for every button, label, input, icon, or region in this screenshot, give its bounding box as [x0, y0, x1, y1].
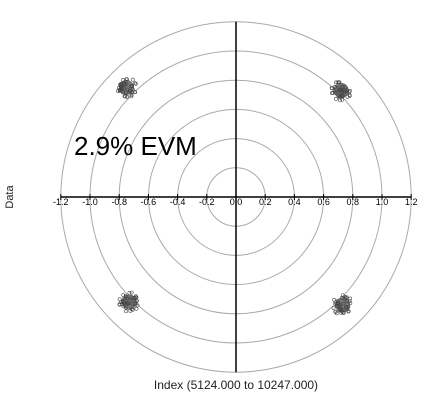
symbol-sample [130, 83, 134, 88]
symbol-sample [340, 308, 345, 312]
symbol-sample [124, 77, 129, 82]
symbol-sample [121, 86, 126, 91]
x-tick-label: -0.4 [170, 197, 186, 207]
symbol-sample [329, 86, 334, 90]
x-tick-label: 1.2 [405, 197, 418, 207]
symbol-sample [128, 308, 133, 313]
symbol-sample [131, 302, 135, 307]
symbol-sample [123, 94, 128, 99]
x-tick-label: -0.2 [199, 197, 215, 207]
symbol-sample [333, 84, 338, 89]
symbol-sample [129, 94, 134, 99]
symbol-sample [133, 90, 138, 95]
symbol-sample [345, 94, 350, 99]
symbol-sample [334, 311, 339, 316]
symbol-sample [133, 295, 138, 300]
x-tick-label: -1.0 [82, 197, 98, 207]
symbol-sample [337, 86, 341, 91]
symbol-sample [122, 296, 127, 301]
symbol-sample [124, 90, 128, 95]
symbol-sample [127, 291, 132, 295]
symbol-sample [124, 309, 128, 314]
constellation-point [331, 293, 353, 316]
symbol-sample [341, 89, 346, 94]
symbol-sample [348, 88, 352, 93]
x-tick-label: 1.0 [376, 197, 389, 207]
x-tick-label: -0.8 [111, 197, 127, 207]
symbol-sample [130, 87, 135, 92]
symbol-sample [348, 296, 353, 301]
x-tick-label: 0.6 [317, 197, 330, 207]
symbol-sample [333, 90, 338, 95]
symbol-sample [130, 77, 135, 82]
symbol-sample [125, 95, 130, 99]
symbol-sample [130, 298, 134, 303]
symbol-sample [348, 301, 353, 306]
symbol-sample [118, 87, 122, 92]
symbol-sample [129, 92, 134, 97]
symbol-sample [337, 80, 342, 85]
symbol-sample [127, 89, 132, 94]
symbol-sample [117, 297, 122, 302]
symbol-sample [129, 296, 134, 301]
symbol-sample [133, 301, 138, 306]
symbol-sample [129, 290, 134, 295]
symbol-sample [330, 91, 335, 95]
symbol-sample [331, 306, 336, 310]
symbol-sample [343, 305, 348, 309]
symbol-sample [347, 299, 352, 304]
symbol-sample [340, 97, 345, 102]
x-tick-label: 0.2 [259, 197, 272, 207]
x-tick-labels: -1.2 -1.0 -0.8 -0.6 -0.4 -0.2 0.0 0.2 0.4 0.6 0.8 1… [53, 194, 417, 207]
symbol-sample [336, 88, 341, 93]
symbol-sample [119, 81, 124, 86]
constellation-points [115, 77, 353, 316]
symbol-sample [120, 300, 125, 304]
symbol-sample [118, 83, 123, 88]
symbol-sample [345, 299, 350, 304]
symbol-sample [117, 302, 122, 307]
x-tick-label: 0.8 [347, 197, 360, 207]
symbol-sample [133, 81, 137, 86]
symbol-sample [135, 303, 140, 308]
constellation-point [117, 290, 140, 314]
symbol-sample [126, 301, 130, 306]
x-tick-label: -0.6 [141, 197, 157, 207]
constellation-point [115, 77, 138, 99]
x-tick-label: -1.2 [53, 197, 69, 207]
symbol-sample [340, 293, 345, 298]
symbol-sample [124, 81, 129, 86]
symbol-sample [340, 84, 344, 89]
x-tick-label: 0.4 [288, 197, 301, 207]
symbol-sample [347, 89, 351, 94]
symbol-sample [339, 88, 344, 93]
evm-annotation: 2.9% EVM [74, 131, 197, 161]
symbol-sample [334, 96, 338, 101]
symbol-sample [343, 295, 348, 300]
constellation-point [329, 80, 352, 103]
symbol-sample [346, 305, 351, 309]
symbol-sample [344, 90, 349, 95]
symbol-sample [341, 93, 346, 98]
symbol-sample [341, 310, 345, 315]
symbol-sample [134, 306, 139, 311]
y-axis-label: Data [4, 185, 16, 209]
x-tick-label: 0.0 [230, 197, 243, 207]
symbol-sample [335, 299, 340, 303]
symbol-sample [336, 301, 341, 305]
x-axis-label: Index (5124.000 to 10247.000) [154, 378, 318, 392]
